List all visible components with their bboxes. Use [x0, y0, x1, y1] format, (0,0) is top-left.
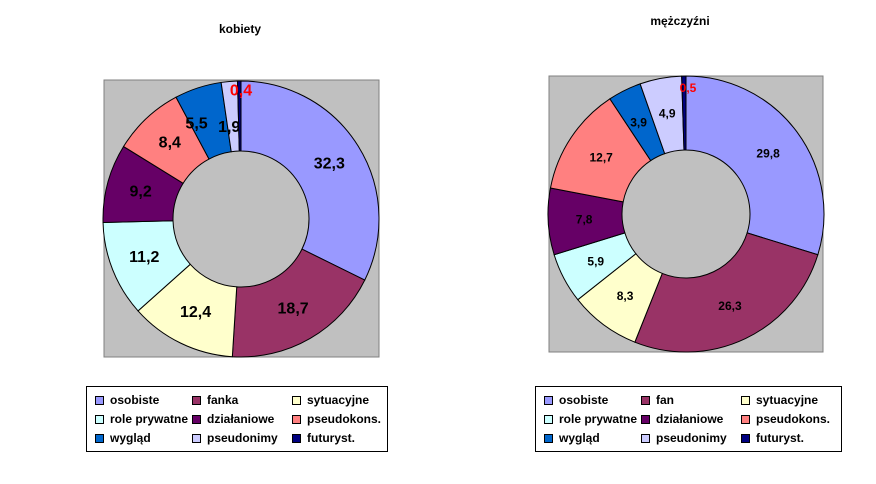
legend-kobiety: osobiste fanka sytuacyjne role prywatne dzia…: [86, 386, 388, 452]
legend-label: osobiste: [110, 393, 160, 407]
legend-swatch: [641, 414, 650, 424]
legend-item-osobiste-1: osobiste: [544, 393, 608, 407]
slice-fanka-0: [231, 248, 366, 358]
legend-label: osobiste: [559, 393, 609, 407]
legend-item-sytuacyjne-0: sytuacyjne: [292, 393, 369, 407]
slice-osobiste-0: [240, 80, 380, 281]
data-label-dzialaniowe-1: 7,8: [576, 213, 593, 227]
legend-swatch: [292, 414, 301, 424]
legend-label: sytuacyjne: [307, 393, 370, 407]
legend-swatch: [192, 395, 201, 405]
legend-swatch: [292, 433, 301, 443]
legend-swatch: [741, 433, 750, 443]
legend-swatch: [95, 395, 104, 405]
data-label-sytuacyjne-1: 8,3: [617, 289, 634, 303]
data-label-role-prywatne-1: 5,9: [587, 255, 604, 269]
legend-label: pseudonimy: [656, 431, 727, 445]
legend-swatch: [95, 433, 104, 443]
legend-item-dzialaniowe-0: działaniowe: [192, 412, 274, 426]
legend-item-futuryst-1: futuryst.: [741, 431, 804, 445]
data-label-dzialaniowe-0: 9,2: [129, 183, 151, 200]
data-label-wyglad-0: 5,5: [185, 116, 207, 133]
legend-item-pseudonimy-0: pseudonimy: [192, 431, 278, 445]
legend-swatch: [544, 395, 553, 405]
legend-swatch: [641, 395, 650, 405]
data-label-pseudokons-0: 8,4: [159, 135, 181, 152]
slice-futuryst-0: [237, 80, 242, 152]
legend-label: role prywatne: [559, 412, 638, 426]
legend-label: pseudokons.: [756, 412, 831, 426]
chart-title-kobiety: kobiety: [218, 22, 261, 36]
chart-title-mezczyzni: mężczyźni: [650, 14, 710, 28]
legend-label: fan: [656, 393, 674, 407]
legend-item-pseudokons-1: pseudokons.: [741, 412, 830, 426]
legend-item-dzialaniowe-1: działaniowe: [641, 412, 723, 426]
legend-swatch: [95, 414, 104, 424]
slice-futuryst-1: [681, 75, 687, 151]
legend-label: wygląd: [110, 431, 151, 445]
legend-item-role-prywatne-1: role prywatne: [544, 412, 637, 426]
legend-item-futuryst-0: futuryst.: [292, 431, 355, 445]
legend-item-sytuacyjne-1: sytuacyjne: [741, 393, 818, 407]
legend-label: wygląd: [559, 431, 600, 445]
legend-label: pseudokons.: [307, 412, 382, 426]
slice-fanka-1: [634, 232, 819, 353]
legend-swatch: [544, 433, 553, 443]
legend-label: fanka: [207, 393, 239, 407]
data-label-futuryst-0: 0,4: [230, 83, 252, 100]
legend-swatch: [741, 395, 750, 405]
legend-item-osobiste-0: osobiste: [95, 393, 159, 407]
legend-swatch: [544, 414, 553, 424]
data-label-futuryst-1: 0,5: [680, 81, 697, 95]
data-label-pseudonimy-0: 1,9: [218, 119, 240, 136]
data-label-sytuacyjne-0: 12,4: [180, 304, 211, 321]
legend-item-pseudokons-0: pseudokons.: [292, 412, 381, 426]
legend-label: działaniowe: [207, 412, 275, 426]
legend-item-fanka-0: fanka: [192, 393, 238, 407]
legend-item-role-prywatne-0: role prywatne: [95, 412, 188, 426]
data-label-fanka-0: 18,7: [278, 301, 309, 318]
legend-label: pseudonimy: [207, 431, 278, 445]
legend-label: futuryst.: [307, 431, 355, 445]
legend-label: działaniowe: [656, 412, 724, 426]
data-label-osobiste-0: 32,3: [314, 156, 345, 173]
legend-swatch: [292, 395, 301, 405]
legend-swatch: [192, 433, 201, 443]
legend-swatch: [641, 433, 650, 443]
legend-item-wyglad-1: wygląd: [544, 431, 600, 445]
data-label-fanka-1: 26,3: [718, 299, 742, 313]
legend-label: futuryst.: [756, 431, 804, 445]
legend-mezczyzni: osobiste fan sytuacyjne role prywatne działa…: [535, 386, 842, 452]
legend-label: role prywatne: [110, 412, 189, 426]
legend-label: sytuacyjne: [756, 393, 819, 407]
data-label-role-prywatne-0: 11,2: [129, 249, 159, 266]
data-label-pseudonimy-1: 4,9: [659, 107, 676, 121]
legend-item-wyglad-0: wygląd: [95, 431, 151, 445]
legend-swatch: [741, 414, 750, 424]
legend-swatch: [192, 414, 201, 424]
data-label-pseudokons-1: 12,7: [589, 150, 613, 164]
legend-item-pseudonimy-1: pseudonimy: [641, 431, 727, 445]
data-label-wyglad-1: 3,9: [630, 116, 647, 130]
legend-item-fanka-1: fan: [641, 393, 674, 407]
data-label-osobiste-1: 29,8: [756, 146, 780, 160]
slice-osobiste-1: [685, 75, 825, 256]
